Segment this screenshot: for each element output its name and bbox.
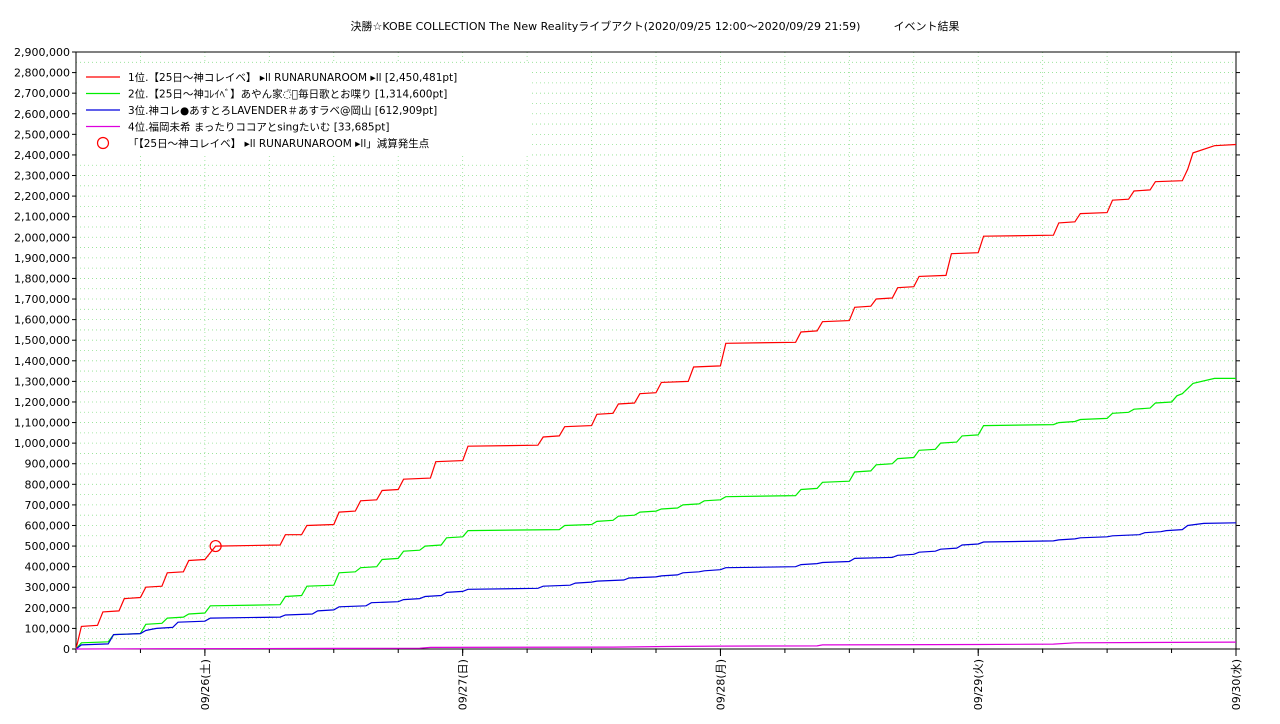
y-tick-label: 1,400,000 — [14, 355, 70, 368]
y-tick-label: 200,000 — [25, 602, 71, 615]
y-tick-label: 2,000,000 — [14, 231, 70, 244]
series-line-4 — [75, 641, 1237, 650]
y-tick-label: 700,000 — [25, 499, 71, 512]
y-tick-label: 1,500,000 — [14, 334, 70, 347]
legend-label-3: 3位.神コレ●あすとろLAVENDER＃あすラベ@岡山 [612,909pt] — [128, 104, 437, 117]
y-tick-label: 1,100,000 — [14, 417, 70, 430]
y-tick-label: 2,200,000 — [14, 190, 70, 203]
legend-marker-label: 「【25日〜神コレイベ】 ▸ll RUNARUNAROOM ▸ll」減算発生点 — [128, 137, 429, 150]
y-tick-label: 1,000,000 — [14, 437, 70, 450]
x-tick-label: 09/27(日) — [457, 659, 470, 710]
x-tick-label: 09/30(水) — [1230, 659, 1243, 710]
legend-box — [78, 64, 530, 156]
x-tick-label: 09/28(月) — [714, 659, 727, 710]
legend-label-1: 1位.【25日〜神コレイベ】 ▸ll RUNARUNAROOM ▸ll [2,4… — [128, 71, 457, 84]
y-tick-label: 2,400,000 — [14, 149, 70, 162]
y-tick-label: 1,800,000 — [14, 272, 70, 285]
y-tick-label: 600,000 — [25, 519, 71, 532]
y-tick-label: 1,300,000 — [14, 375, 70, 388]
y-tick-label: 2,500,000 — [14, 128, 70, 141]
series-line-3 — [75, 522, 1237, 650]
axes: 0 100,000 200,000 300,000 400,000 500,000 600,… — [14, 46, 1243, 710]
y-tick-label: 2,300,000 — [14, 170, 70, 183]
x-tick-label: 09/29(火) — [972, 659, 985, 710]
y-tick-label: 2,100,000 — [14, 211, 70, 224]
y-tick-label: 400,000 — [25, 561, 71, 574]
series-line-2 — [75, 377, 1236, 650]
y-tick-label: 2,900,000 — [14, 46, 70, 59]
y-tick-label: 100,000 — [25, 622, 71, 635]
y-tick-label: 1,700,000 — [14, 293, 70, 306]
legend: 1位.【25日〜神コレイベ】 ▸ll RUNARUNAROOM ▸ll [2,4… — [78, 64, 530, 156]
y-tick-label: 2,800,000 — [14, 67, 70, 80]
legend-marker-swatch — [96, 136, 110, 150]
y-tick-label: 2,700,000 — [14, 87, 70, 100]
y-tick-label: 0 — [63, 643, 70, 656]
legend-label-2: 2位.【25日〜神ｺﾚｲﾍﾞ】あやん家◌̈⃝毎日歌とお喋り [1,314,600… — [128, 88, 447, 101]
y-tick-label: 800,000 — [25, 478, 71, 491]
y-tick-label: 1,600,000 — [14, 314, 70, 327]
y-tick-label: 500,000 — [25, 540, 71, 553]
y-tick-label: 1,900,000 — [14, 252, 70, 265]
legend-label-4: 4位.福岡未希 まったりココアとsingたいむ [33,685pt] — [128, 121, 390, 134]
chart-title: 決勝☆KOBE COLLECTION The New Realityライブアクト… — [351, 19, 960, 33]
x-tick-label: 09/26(土) — [199, 659, 212, 710]
y-tick-label: 900,000 — [25, 458, 71, 471]
y-tick-label: 2,600,000 — [14, 108, 70, 121]
reduction-marker — [209, 539, 222, 553]
y-tick-label: 1,200,000 — [14, 396, 70, 409]
markers — [209, 539, 222, 553]
grid-lines — [76, 52, 1236, 649]
y-tick-label: 300,000 — [25, 581, 71, 594]
